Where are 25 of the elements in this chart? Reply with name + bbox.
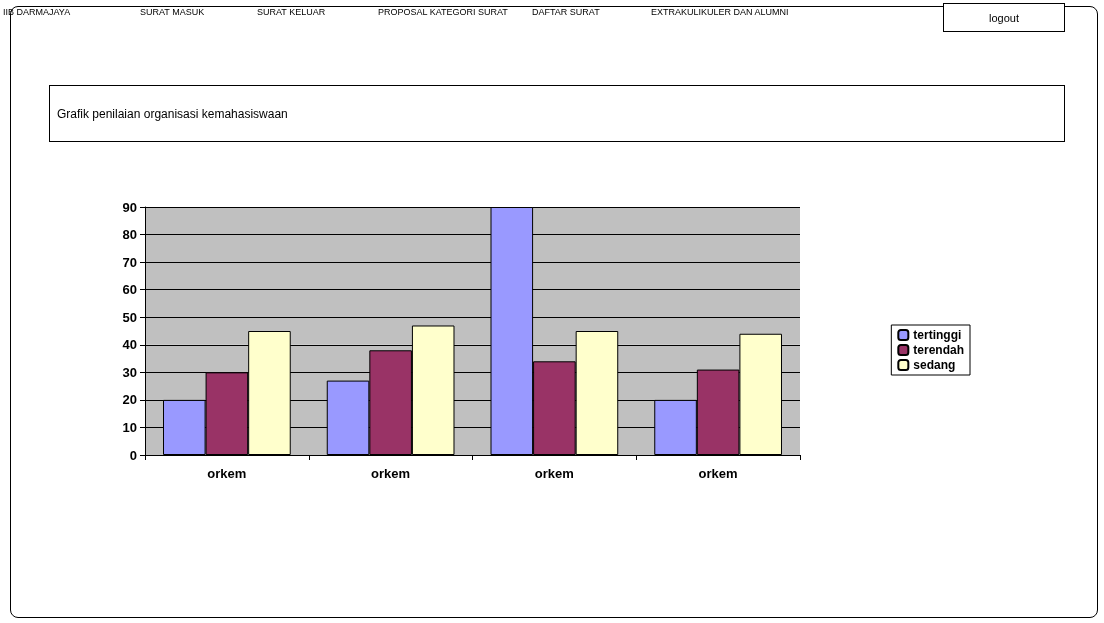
- chart-title: Grafik penilaian organisasi kemahasiswaan: [49, 85, 1065, 142]
- x-tick-label: orkem: [698, 466, 738, 481]
- text: SURAT MASUK: [140, 7, 205, 17]
- x-tick-label: orkem: [371, 466, 411, 481]
- y-tick-label: 90: [122, 199, 137, 215]
- y-tick-label: 40: [122, 337, 137, 353]
- text: logout: [943, 3, 1065, 32]
- text: SURAT KELUAR: [257, 7, 326, 17]
- legend-label: sedang: [913, 358, 956, 372]
- text: DAFTAR SURAT: [532, 7, 600, 17]
- y-tick-label: 30: [122, 364, 137, 380]
- legend-label: tertinggi: [913, 328, 962, 342]
- x-tick-label: orkem: [534, 466, 574, 481]
- y-tick-label: 20: [122, 392, 137, 408]
- y-tick-label: 10: [122, 419, 137, 435]
- y-tick-label: 80: [122, 227, 137, 243]
- legend-label: terendah: [913, 343, 965, 357]
- y-tick-label: 60: [122, 282, 137, 298]
- text: EXTRAKULIKULER DAN ALUMNI: [651, 7, 789, 17]
- x-tick-label: orkem: [207, 466, 247, 481]
- y-tick-label: 0: [129, 447, 137, 463]
- y-tick-label: 70: [122, 254, 137, 270]
- text: PROPOSAL KATEGORI SURAT: [378, 7, 508, 17]
- y-tick-label: 50: [122, 309, 137, 325]
- text: IIB DARMAJAYA: [3, 7, 71, 17]
